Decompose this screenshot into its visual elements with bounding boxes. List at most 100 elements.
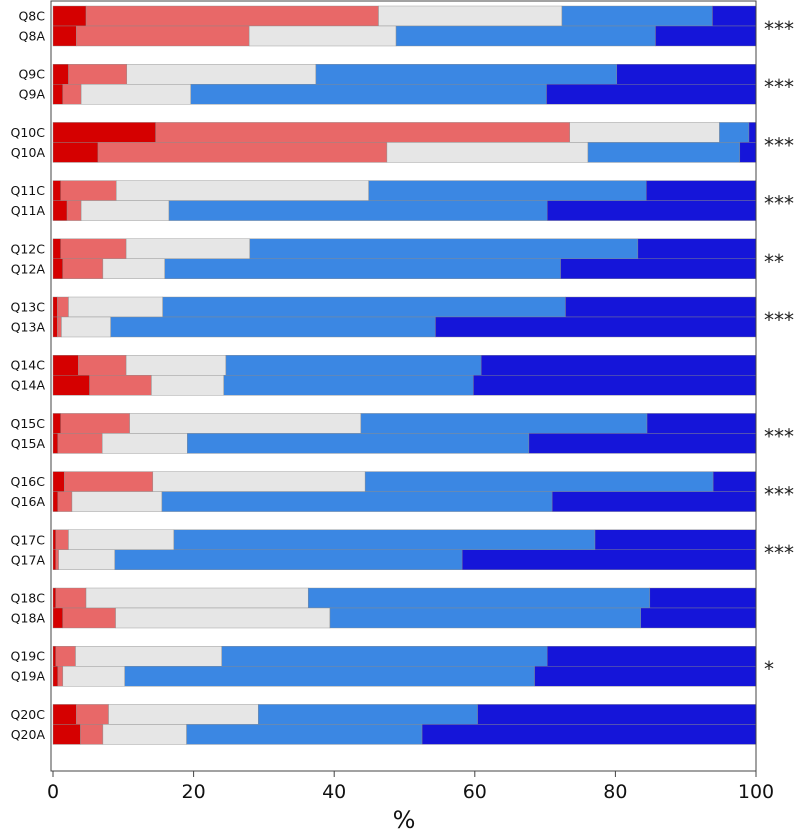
bar-segment-q8a-2	[75, 25, 250, 47]
bar-segment-q13a-3	[61, 316, 111, 338]
bar-segment-q17a-5	[461, 549, 757, 570]
significance-layer: ***************************	[764, 17, 794, 681]
significance-marker: *	[764, 657, 774, 681]
row-label-q8c: Q8C	[18, 9, 45, 24]
bar-segment-q17c-1	[52, 529, 57, 550]
bar-segment-q20c-2	[75, 704, 109, 725]
row-label-q8a: Q8A	[19, 29, 46, 44]
row-label-q11a: Q11A	[11, 203, 46, 218]
row-label-q9a: Q9A	[19, 87, 46, 102]
bar-segment-q18c-2	[55, 587, 87, 609]
bar-segment-q20c-5	[477, 704, 757, 725]
bar-segment-q19a-5	[534, 666, 757, 687]
x-tick-label: 80	[603, 781, 627, 803]
bar-segment-q14c-5	[480, 355, 757, 376]
bar-segment-q12c-1	[52, 238, 61, 260]
bar-segment-q11c-2	[60, 180, 117, 201]
bar-segment-q19a-1	[52, 666, 59, 687]
bar-segment-q17c-5	[594, 529, 757, 550]
bar-segment-q19c-5	[547, 646, 757, 667]
bar-segment-q10c-3	[569, 122, 720, 143]
bar-segment-q10a-4	[587, 142, 741, 163]
significance-marker: ***	[764, 133, 794, 157]
bar-segment-q15a-5	[528, 433, 757, 454]
bar-segment-q8a-5	[655, 25, 757, 47]
bar-segment-q14c-1	[52, 355, 79, 376]
bar-segment-q19a-3	[62, 666, 125, 687]
x-axis: 0 20 40 60 80 100	[47, 0, 774, 803]
bar-segment-q16a-1	[52, 491, 59, 512]
bar-segment-q9a-5	[546, 83, 757, 105]
row-label-q14a: Q14A	[11, 378, 46, 393]
bar-segment-q11a-5	[547, 200, 757, 221]
significance-marker: **	[764, 250, 784, 274]
bar-segment-q19a-2	[57, 666, 64, 687]
row-label-q11c: Q11C	[11, 183, 46, 198]
significance-marker: ***	[764, 192, 794, 216]
row-label-q18c: Q18C	[11, 591, 46, 606]
bar-segment-q20a-1	[52, 724, 81, 745]
bar-segment-q9a-2	[62, 83, 82, 105]
bar-segment-q10a-1	[52, 142, 99, 163]
bar-segment-q11a-1	[52, 200, 68, 221]
bar-segment-q18a-3	[115, 607, 331, 629]
bar-segment-q12c-2	[60, 238, 127, 260]
bar-segment-q12a-2	[62, 258, 104, 279]
significance-marker: ***	[764, 75, 794, 99]
bar-segment-q18a-1	[52, 607, 64, 629]
bar-segment-q8c-3	[378, 5, 563, 27]
bar-segment-q14c-4	[225, 355, 482, 376]
row-label-q18a: Q18A	[11, 611, 46, 626]
bar-segment-q11a-4	[168, 200, 548, 221]
bar-segment-q16a-3	[71, 491, 163, 512]
bar-segment-q12c-4	[249, 238, 639, 260]
bar-segment-q8a-4	[395, 25, 656, 47]
bar-segment-q8a-3	[248, 25, 397, 47]
bar-segment-q16c-4	[364, 471, 714, 492]
bar-segment-q10c-1	[52, 122, 156, 143]
bar-segment-q10c-4	[719, 122, 750, 143]
bar-segment-q15a-4	[187, 433, 530, 454]
bar-segment-q10a-5	[739, 142, 757, 163]
bar-segment-q11c-5	[646, 180, 757, 201]
significance-marker: ***	[764, 17, 794, 41]
row-label-q20c: Q20C	[11, 707, 46, 722]
bar-segment-q12a-4	[164, 258, 561, 279]
bar-segment-q10a-2	[97, 142, 388, 163]
bar-segment-q20c-3	[108, 704, 259, 725]
bar-segment-q13c-5	[565, 296, 757, 318]
bar-segment-q13a-4	[110, 316, 436, 338]
row-label-q15c: Q15C	[11, 416, 46, 431]
bar-segment-q14a-1	[52, 375, 90, 396]
bar-segment-q16a-5	[551, 491, 757, 512]
row-label-q20a: Q20A	[11, 727, 46, 742]
x-tick-label: 40	[322, 781, 346, 803]
bar-segment-q15c-4	[360, 413, 648, 434]
x-tick-label: 60	[463, 781, 487, 803]
bar-segment-q15a-3	[102, 433, 188, 454]
bar-segment-q16c-3	[152, 471, 366, 492]
bar-segment-q13a-2	[57, 316, 62, 338]
bar-segment-q14a-2	[89, 375, 152, 396]
bar-segment-q15c-3	[129, 413, 362, 434]
significance-marker: ***	[764, 483, 794, 507]
bar-segment-q20a-4	[186, 724, 423, 745]
bar-segment-q20c-1	[52, 704, 77, 725]
bar-segment-q9a-1	[52, 83, 64, 105]
bar-segment-q17c-3	[68, 529, 175, 550]
bar-segment-q19c-1	[52, 646, 57, 667]
row-label-q17c: Q17C	[11, 532, 46, 547]
bar-segment-q10c-2	[155, 122, 570, 143]
row-label-q19a: Q19A	[11, 669, 46, 684]
bar-segment-q11c-3	[116, 180, 369, 201]
bar-segment-q9c-2	[68, 63, 128, 85]
bar-segment-q15a-2	[57, 433, 103, 454]
bars-layer	[52, 5, 757, 745]
row-label-q13a: Q13A	[11, 320, 46, 335]
bar-segment-q18a-4	[329, 607, 641, 629]
bar-segment-q18c-4	[307, 587, 651, 609]
bar-segment-q20c-4	[258, 704, 478, 725]
row-label-q17a: Q17A	[11, 552, 46, 567]
bar-segment-q17a-4	[114, 549, 463, 570]
